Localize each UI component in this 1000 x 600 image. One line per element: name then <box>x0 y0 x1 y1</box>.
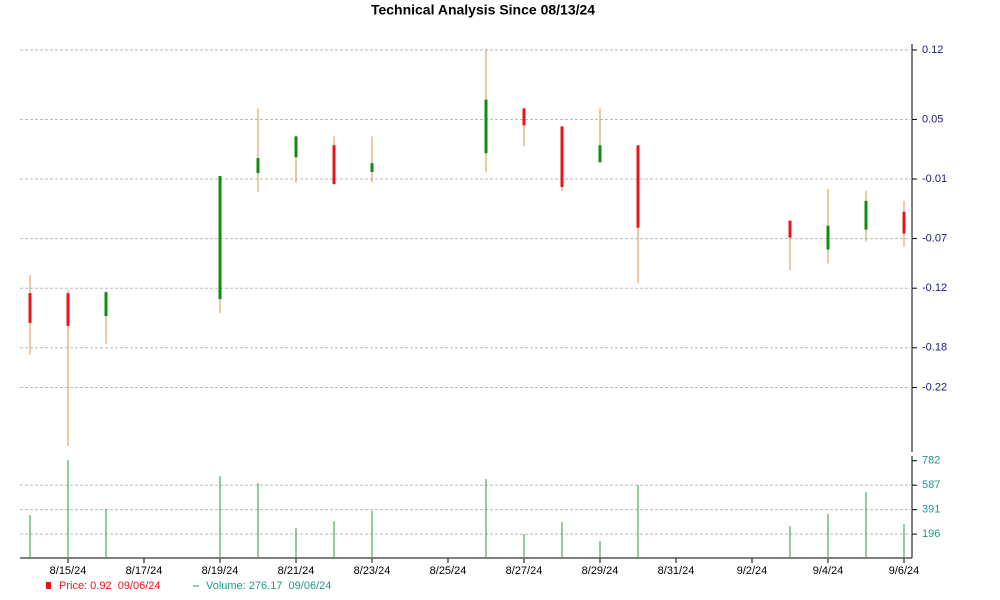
legend-label: Volume: 276.17 09/06/24 <box>206 580 331 592</box>
y-tick-label: 0.05 <box>922 113 943 125</box>
y2-tick-label: 196 <box>922 528 940 540</box>
candle-body <box>864 200 868 230</box>
x-tick-label: 8/25/24 <box>430 565 467 577</box>
candle-body <box>598 145 602 163</box>
x-tick-label: 9/4/24 <box>813 565 844 577</box>
x-tick-label: 8/23/24 <box>354 565 391 577</box>
candle-body <box>66 293 70 326</box>
candle-body <box>826 225 830 250</box>
y2-tick-label: 587 <box>922 479 940 491</box>
candle-body <box>788 220 792 238</box>
x-tick-label: 8/29/24 <box>582 565 619 577</box>
y-tick-label: -0.12 <box>922 282 947 294</box>
candle-body <box>484 99 488 154</box>
x-tick-label: 8/21/24 <box>278 565 315 577</box>
y-tick-label: 0.12 <box>922 44 943 56</box>
candle-body <box>522 108 526 126</box>
y2-tick-label: 391 <box>922 504 940 516</box>
legend-label: Price: 0.92 09/06/24 <box>59 580 161 592</box>
candle-body <box>370 163 374 173</box>
candle-body <box>294 136 298 158</box>
x-tick-label: 8/17/24 <box>126 565 163 577</box>
candle-body <box>218 176 222 300</box>
x-tick-label: 9/2/24 <box>737 565 768 577</box>
y-tick-label: -0.01 <box>922 173 947 185</box>
price-legend-icon <box>46 582 51 589</box>
x-tick-label: 9/6/24 <box>889 565 920 577</box>
candle-body <box>256 158 260 174</box>
x-tick-label: 8/19/24 <box>202 565 239 577</box>
y-tick-label: -0.18 <box>922 342 947 354</box>
candle-body <box>902 211 906 234</box>
candle-body <box>28 293 32 323</box>
x-tick-label: 8/27/24 <box>506 565 543 577</box>
candle-body <box>104 292 108 317</box>
candle-body <box>560 126 564 187</box>
y2-tick-label: 782 <box>922 455 940 467</box>
chart-title: Technical Analysis Since 08/13/24 <box>371 2 595 18</box>
x-tick-label: 8/31/24 <box>658 565 695 577</box>
candle-body <box>332 145 336 184</box>
y-tick-label: -0.22 <box>922 381 947 393</box>
y-tick-label: -0.07 <box>922 232 947 244</box>
x-tick-label: 8/15/24 <box>50 565 87 577</box>
candle-body <box>636 145 640 228</box>
